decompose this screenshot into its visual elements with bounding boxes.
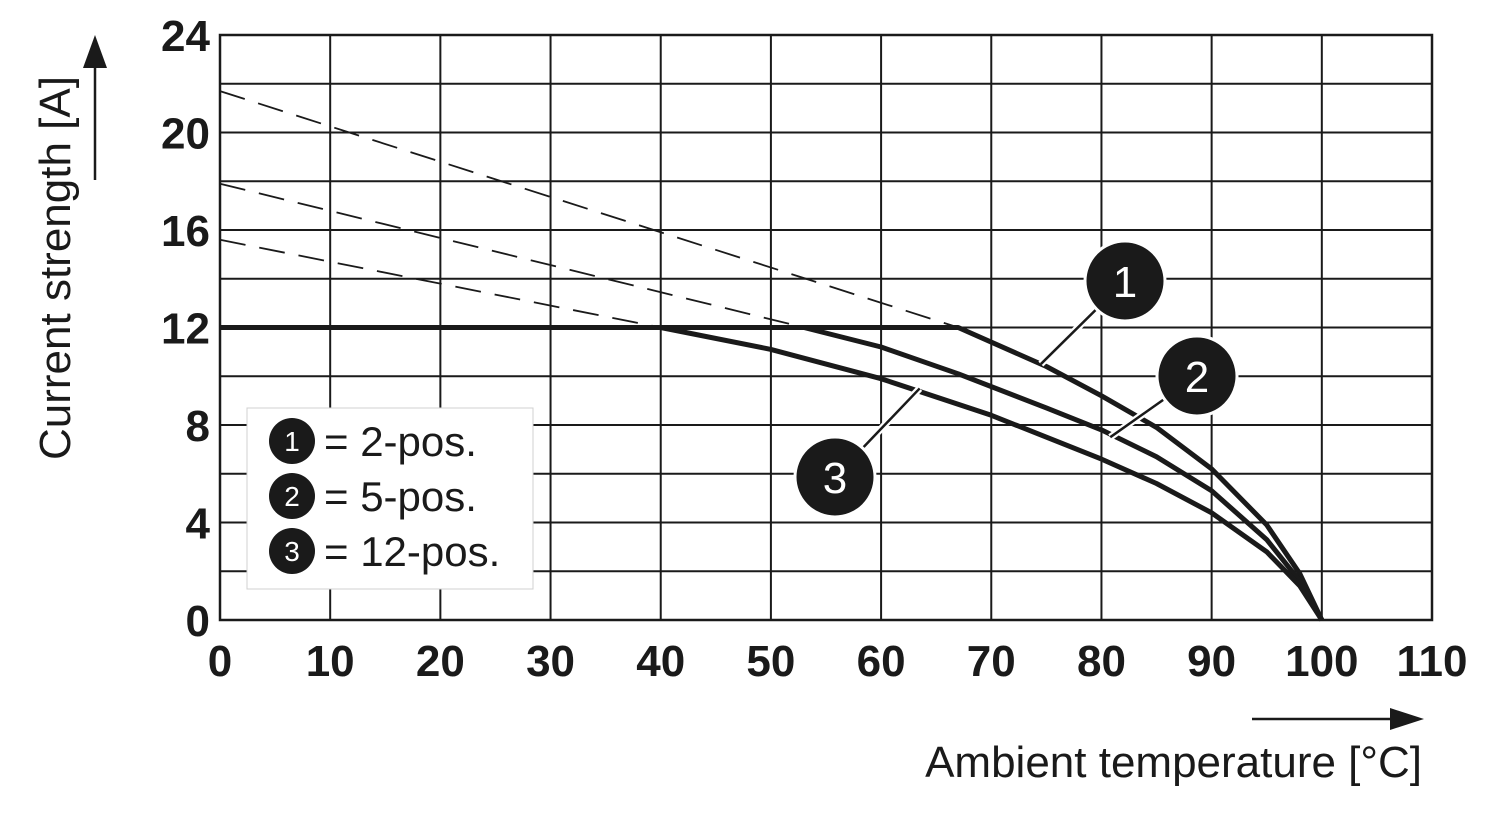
legend-marker-1 (269, 418, 315, 464)
y-tick-label: 8 (186, 402, 210, 451)
x-axis-label: Ambient temperature [°C] (925, 738, 1422, 787)
callout-marker-1 (1083, 239, 1167, 323)
legend-marker-number: 1 (284, 426, 300, 457)
y-axis-arrow-head (83, 35, 107, 68)
y-tick-labels: 0 4 8 12 16 20 24 (161, 12, 210, 646)
legend-label: = 2-pos. (324, 418, 477, 465)
legend-marker-3 (269, 528, 315, 574)
legend-marker-2 (269, 473, 315, 519)
x-tick-label: 60 (857, 637, 906, 686)
y-tick-label: 16 (161, 207, 210, 256)
plot-frame (218, 33, 1434, 622)
legend-marker-number: 3 (284, 536, 300, 567)
extrapolation-lines (219, 90, 959, 329)
curve-callouts: 12 3 (793, 239, 1239, 519)
callout-marker-3 (793, 435, 877, 519)
series-3-extrapolation (219, 238, 661, 329)
x-tick-label: 100 (1285, 637, 1358, 686)
x-tick-labels: 0 10 20 30 40 50 60 70 80 90 100 110 (208, 637, 1468, 686)
x-tick-label: 30 (526, 637, 575, 686)
series-1-curve (220, 325, 1325, 622)
x-tick-label: 80 (1077, 637, 1126, 686)
series-3-curve (220, 325, 1324, 622)
y-tick-label: 12 (161, 305, 210, 354)
y-tick-label: 24 (161, 12, 210, 61)
legend-label: = 12-pos. (324, 528, 500, 575)
x-tick-label: 90 (1187, 637, 1236, 686)
x-tick-label: 50 (746, 637, 795, 686)
x-tick-label: 10 (306, 637, 355, 686)
derating-curves (220, 325, 1325, 622)
callout-number: 3 (823, 454, 847, 503)
y-tick-label: 0 (186, 597, 210, 646)
series-2-curve (220, 325, 1324, 622)
legend-label: = 5-pos. (324, 473, 477, 520)
legend: 1 = 2-pos. 2 = 5-pos. 3 = 12-pos. (246, 407, 534, 590)
x-tick-label: 20 (416, 637, 465, 686)
series-2-extrapolation (219, 182, 805, 329)
series-1-extrapolation (219, 90, 959, 329)
y-tick-label: 20 (161, 110, 210, 159)
callout-number: 2 (1185, 353, 1209, 402)
x-tick-label: 70 (967, 637, 1016, 686)
x-axis-arrow-head (1390, 708, 1424, 730)
x-tick-label: 0 (208, 637, 232, 686)
legend-marker-number: 2 (284, 481, 300, 512)
y-tick-label: 4 (186, 500, 211, 549)
x-tick-label: 40 (636, 637, 685, 686)
y-axis-label: Current strength [A] (31, 76, 80, 460)
callout-marker-2 (1155, 334, 1239, 418)
callout-number: 1 (1113, 258, 1137, 307)
x-tick-label: 110 (1397, 637, 1468, 686)
